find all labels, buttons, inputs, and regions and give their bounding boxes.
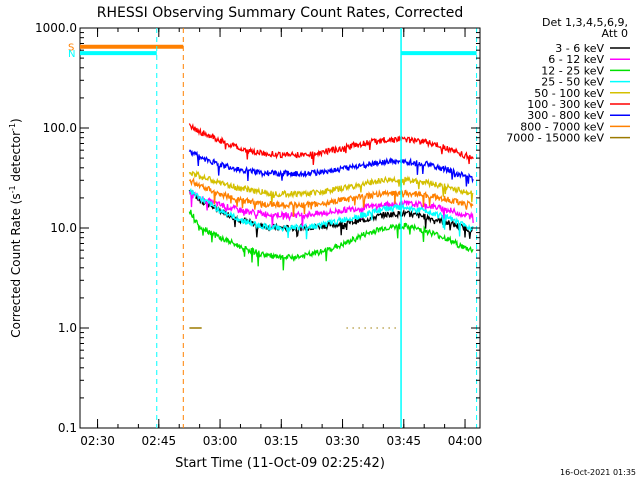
legend-label-4: 50 - 100 keV xyxy=(534,87,604,100)
legend-label-8: 7000 - 15000 keV xyxy=(506,132,604,145)
y-tick-label-3: 100.0 xyxy=(43,121,77,135)
legend-label-1: 6 - 12 keV xyxy=(548,53,604,66)
series-line-2 xyxy=(188,209,474,271)
y-axis-label-main: Corrected Count Rate (s xyxy=(9,193,23,337)
x-tick-label-4: 03:30 xyxy=(325,434,360,448)
x-tick-label-1: 02:45 xyxy=(142,434,177,448)
y-axis-label-sup2: -1 xyxy=(8,123,17,131)
y-tick-label-2: 10.0 xyxy=(50,221,77,235)
y-axis-label: Corrected Count Rate (s-1 detector-1) xyxy=(8,118,23,337)
legend-label-0: 3 - 6 keV xyxy=(555,42,604,55)
y-axis-label-close: ) xyxy=(9,118,23,123)
series-line-7 xyxy=(188,177,474,217)
x-tick-label-0: 02:30 xyxy=(80,434,115,448)
series-line-6 xyxy=(188,149,474,187)
legend-header-line2: Att 0 xyxy=(602,27,628,40)
data-layer: SN xyxy=(68,28,478,428)
x-axis-label: Start Time (11-Oct-09 02:25:42) xyxy=(175,456,385,471)
series-line-3 xyxy=(189,187,474,240)
legend-label-3: 25 - 50 keV xyxy=(541,76,604,89)
x-tick-label-3: 03:15 xyxy=(264,434,299,448)
x-tick-label-5: 03:45 xyxy=(386,434,421,448)
x-tick-label-6: 04:00 xyxy=(448,434,483,448)
y-axis-label-mid: detector xyxy=(9,131,23,186)
y-axis-label-sup: -1 xyxy=(8,185,17,193)
series-line-4 xyxy=(188,169,474,206)
legend-label-7: 800 - 7000 keV xyxy=(520,120,604,133)
timestamp: 16-Oct-2021 01:35 xyxy=(560,468,636,477)
y-tick-label-1: 1.0 xyxy=(58,321,77,335)
legend-label-2: 12 - 25 keV xyxy=(541,64,604,77)
legend-label-5: 100 - 300 keV xyxy=(527,98,604,111)
y-tick-label-0: 0.1 xyxy=(58,421,77,435)
x-tick-label-2: 03:00 xyxy=(203,434,238,448)
y-tick-label-4: 1000.0 xyxy=(35,21,77,35)
axis-layer: 02:30 02:45 03:00 03:15 03:30 03:45 04:00 0.1 1.… xyxy=(35,21,482,448)
chart-title: RHESSI Observing Summary Count Rates, Co… xyxy=(97,5,463,21)
series-line-1 xyxy=(188,190,474,230)
legend-label-6: 300 - 800 keV xyxy=(527,109,604,122)
legend-header-line1: Det 1,3,4,5,6,9, xyxy=(542,16,628,29)
annotation-label-N: N xyxy=(68,49,75,60)
series-line-5 xyxy=(188,123,474,165)
annotation-label-S: S xyxy=(68,43,74,54)
